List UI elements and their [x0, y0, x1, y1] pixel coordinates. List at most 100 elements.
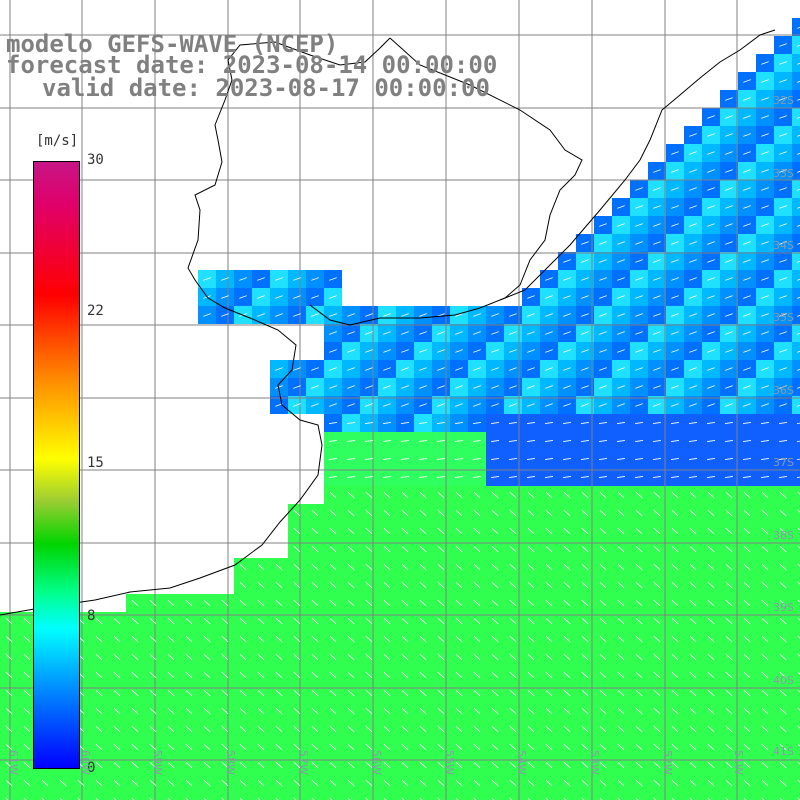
wind-arrow	[599, 672, 607, 678]
wind-arrow	[59, 780, 67, 786]
wind-arrow	[400, 440, 410, 442]
wind-arrow	[617, 277, 625, 281]
wind-arrow	[617, 654, 625, 660]
wind-arrow	[490, 458, 500, 460]
wind-cell	[90, 792, 108, 800]
wind-arrow	[616, 422, 626, 424]
wind-arrow	[743, 277, 751, 281]
wind-arrow	[527, 313, 535, 317]
wind-arrow	[797, 600, 800, 603]
wind-arrow	[797, 492, 800, 495]
wind-arrow	[311, 636, 319, 642]
wind-arrow	[779, 618, 787, 624]
wind-arrow	[797, 386, 800, 389]
wind-arrow	[545, 726, 553, 732]
wind-cell	[792, 234, 800, 252]
wind-arrow	[329, 780, 337, 786]
wind-arrow	[221, 313, 229, 317]
wind-arrow	[437, 313, 445, 317]
wind-arrow	[149, 780, 157, 786]
wind-arrow	[149, 618, 157, 624]
wind-arrow	[95, 654, 103, 660]
wind-arrow	[383, 528, 391, 534]
wind-arrow	[293, 762, 301, 768]
wind-arrow	[491, 762, 499, 768]
wind-arrow	[419, 726, 427, 732]
wind-arrow	[635, 241, 643, 245]
wind-arrow	[761, 690, 769, 696]
wind-arrow	[707, 510, 715, 516]
wind-arrow	[221, 744, 229, 750]
wind-arrow	[617, 331, 625, 335]
wind-cell	[378, 792, 396, 800]
wind-arrow	[401, 385, 409, 389]
wind-arrow	[5, 780, 13, 786]
wind-arrow	[509, 313, 517, 317]
wind-arrow	[779, 726, 787, 732]
wind-arrow	[599, 385, 607, 389]
wind-arrow	[707, 349, 715, 353]
wind-arrow	[455, 672, 463, 678]
wind-arrow	[275, 367, 283, 371]
wind-arrow	[706, 476, 716, 478]
wind-arrow	[545, 744, 553, 750]
wind-cell	[252, 792, 270, 800]
wind-arrow	[761, 367, 769, 371]
wind-arrow	[383, 564, 391, 570]
wind-arrow	[761, 762, 769, 768]
wind-arrow	[797, 762, 800, 765]
wind-arrow	[761, 277, 769, 281]
wind-arrow	[509, 492, 517, 498]
wind-arrow	[635, 690, 643, 696]
wind-arrow	[581, 654, 589, 660]
wind-arrow	[653, 744, 661, 750]
wind-arrow	[545, 367, 553, 371]
wind-arrow	[383, 618, 391, 624]
wind-arrow	[329, 600, 337, 606]
wind-arrow	[347, 403, 355, 407]
wind-arrow	[329, 654, 337, 660]
wind-arrow	[635, 367, 643, 371]
wind-arrow	[563, 726, 571, 732]
wind-arrow	[311, 600, 319, 606]
wind-arrow	[347, 564, 355, 570]
wind-arrow	[725, 187, 733, 191]
wind-arrow	[707, 151, 715, 155]
wind-arrow	[527, 403, 535, 407]
wind-arrow	[491, 492, 499, 498]
wind-arrow	[419, 582, 427, 588]
wind-arrow	[275, 744, 283, 750]
wind-arrow	[563, 492, 571, 498]
wind-arrow	[707, 726, 715, 732]
colorbar-tick-15: 15	[87, 455, 104, 471]
wind-arrow	[707, 672, 715, 678]
wind-arrow	[509, 654, 517, 660]
wind-arrow	[635, 582, 643, 588]
wind-arrow	[239, 726, 247, 732]
wind-arrow	[797, 780, 800, 783]
wind-arrow	[437, 510, 445, 516]
wind-arrow	[527, 582, 535, 588]
wind-arrow	[167, 798, 171, 800]
wind-arrow	[671, 636, 679, 642]
wind-arrow	[706, 458, 716, 460]
wind-arrow	[293, 636, 301, 642]
wind-arrow	[761, 385, 769, 389]
wind-arrow	[473, 582, 481, 588]
wind-arrow	[275, 600, 283, 606]
wind-arrow	[203, 277, 211, 281]
wind-arrow	[545, 492, 553, 498]
wind-arrow	[617, 241, 625, 245]
wind-arrow	[779, 97, 787, 101]
wind-cell	[792, 468, 800, 486]
wind-arrow	[257, 690, 265, 696]
wind-arrow	[203, 618, 211, 624]
wind-arrow	[779, 492, 787, 498]
wind-arrow	[617, 403, 625, 407]
wind-arrow	[436, 440, 446, 442]
wind-arrow	[653, 169, 661, 173]
wind-arrow	[455, 546, 463, 552]
wind-arrow	[653, 349, 661, 353]
wind-arrow	[527, 618, 535, 624]
wind-arrow	[725, 546, 733, 552]
